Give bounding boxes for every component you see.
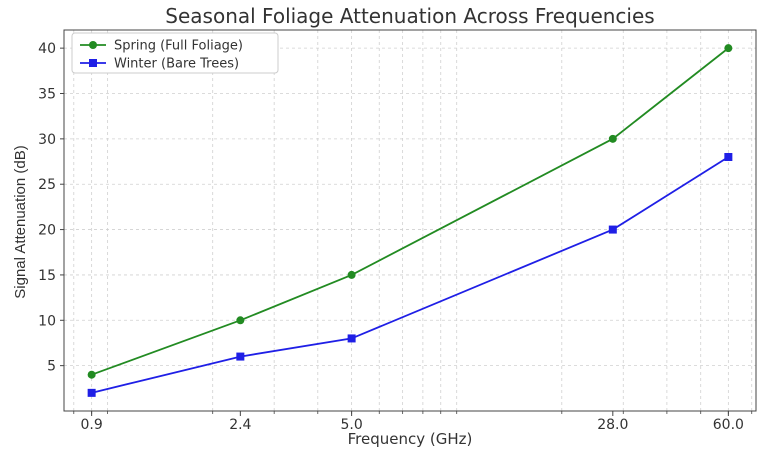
y-tick-label: 5 bbox=[47, 359, 56, 375]
data-point-spring bbox=[724, 44, 733, 53]
data-point-spring bbox=[87, 370, 96, 379]
x-axis-label: Frequency (GHz) bbox=[348, 430, 473, 448]
x-tick-label: 60.0 bbox=[713, 417, 744, 433]
y-tick-label: 15 bbox=[38, 268, 56, 284]
data-point-winter bbox=[236, 352, 245, 361]
y-tick-labels: 5 10 15 20 25 30 35 40 bbox=[38, 41, 64, 375]
grid bbox=[64, 30, 756, 411]
x-tick-label: 0.9 bbox=[81, 417, 103, 433]
legend: Spring (Full Foliage) Winter (Bare Trees… bbox=[71, 32, 279, 74]
data-point-winter bbox=[347, 334, 356, 343]
y-tick-label: 35 bbox=[38, 87, 56, 103]
y-tick-label: 20 bbox=[38, 223, 56, 239]
y-tick-label: 40 bbox=[38, 41, 56, 57]
y-axis-label: Signal Attenuation (dB) bbox=[12, 145, 29, 298]
legend-marker-winter bbox=[89, 59, 97, 67]
legend-marker-spring bbox=[89, 41, 97, 49]
x-tick-label: 2.4 bbox=[229, 417, 251, 433]
legend-label-winter: Winter (Bare Trees) bbox=[114, 57, 239, 72]
data-point-spring bbox=[236, 316, 245, 325]
plot-frame bbox=[63, 29, 757, 412]
series bbox=[87, 44, 733, 397]
series-line-spring bbox=[91, 47, 729, 376]
chart-title: Seasonal Foliage Attenuation Across Freq… bbox=[165, 4, 654, 28]
x-tick-labels: 0.9 2.4 5.0 28.0 60.0 bbox=[81, 411, 744, 433]
x-tick-label: 5.0 bbox=[340, 417, 362, 433]
y-tick-label: 25 bbox=[38, 177, 56, 193]
data-point-winter bbox=[87, 388, 96, 397]
legend-box bbox=[71, 32, 279, 74]
series-line-winter bbox=[91, 156, 729, 394]
data-point-winter bbox=[608, 225, 617, 234]
y-tick-label: 10 bbox=[38, 313, 56, 329]
data-point-spring bbox=[347, 270, 356, 279]
legend-label-spring: Spring (Full Foliage) bbox=[114, 39, 243, 54]
data-point-winter bbox=[724, 153, 733, 161]
data-point-spring bbox=[608, 134, 617, 143]
y-tick-label: 30 bbox=[38, 132, 56, 148]
x-tick-label: 28.0 bbox=[597, 417, 628, 433]
